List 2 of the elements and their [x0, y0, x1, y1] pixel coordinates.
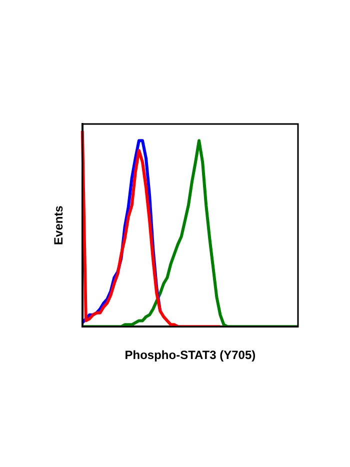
y-axis-title: Events [52, 205, 66, 245]
x-axis-title: Phospho-STAT3 (Y705) [124, 348, 256, 362]
